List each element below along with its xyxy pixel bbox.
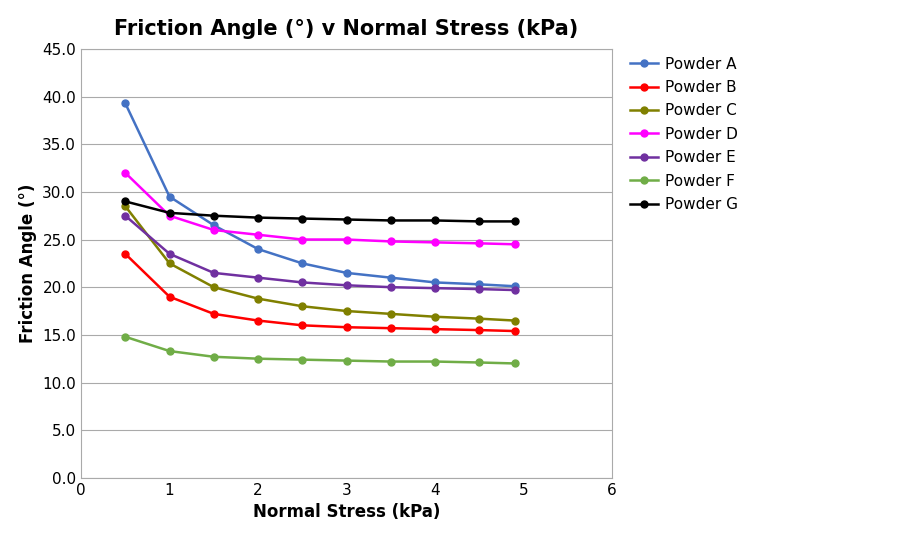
Powder F (429, 358, 440, 365)
Powder E (208, 270, 220, 276)
Powder C (509, 317, 520, 324)
Powder E (341, 282, 352, 288)
Powder C (297, 303, 308, 310)
Powder B (341, 324, 352, 331)
Powder B (208, 311, 220, 317)
Line: Powder F: Powder F (122, 333, 518, 367)
Powder C (385, 311, 396, 317)
Powder E (164, 250, 175, 257)
X-axis label: Normal Stress (kPa): Normal Stress (kPa) (253, 503, 440, 521)
Powder D (120, 169, 130, 176)
Powder C (164, 260, 175, 267)
Powder G (164, 210, 175, 216)
Powder E (473, 286, 484, 292)
Powder G (297, 215, 308, 222)
Powder D (164, 212, 175, 219)
Powder D (473, 240, 484, 247)
Powder E (253, 274, 264, 281)
Powder D (509, 241, 520, 248)
Line: Powder G: Powder G (122, 198, 518, 225)
Powder B (120, 250, 130, 257)
Powder G (385, 217, 396, 224)
Powder D (385, 238, 396, 245)
Powder G (341, 216, 352, 223)
Powder G (473, 218, 484, 225)
Powder B (385, 325, 396, 331)
Powder F (208, 353, 220, 360)
Line: Powder B: Powder B (122, 250, 518, 334)
Powder A (509, 283, 520, 289)
Line: Powder C: Powder C (122, 203, 518, 324)
Powder F (164, 348, 175, 355)
Powder F (509, 360, 520, 367)
Powder E (509, 287, 520, 293)
Powder C (120, 203, 130, 210)
Powder F (253, 356, 264, 362)
Powder E (429, 285, 440, 292)
Powder A (164, 193, 175, 200)
Powder G (253, 214, 264, 221)
Powder F (120, 333, 130, 340)
Title: Friction Angle (°) v Normal Stress (kPa): Friction Angle (°) v Normal Stress (kPa) (114, 19, 579, 39)
Powder D (341, 236, 352, 243)
Powder C (473, 315, 484, 322)
Line: Powder E: Powder E (122, 212, 518, 294)
Powder A (341, 270, 352, 276)
Powder F (473, 359, 484, 366)
Powder D (429, 239, 440, 245)
Powder E (385, 284, 396, 291)
Powder D (208, 227, 220, 233)
Powder C (429, 313, 440, 320)
Powder C (208, 284, 220, 291)
Powder G (120, 198, 130, 205)
Powder B (429, 326, 440, 332)
Powder E (120, 212, 130, 219)
Powder F (297, 356, 308, 363)
Line: Powder D: Powder D (122, 169, 518, 248)
Powder E (297, 279, 308, 286)
Powder A (429, 279, 440, 286)
Powder B (509, 328, 520, 334)
Y-axis label: Friction Angle (°): Friction Angle (°) (19, 184, 37, 343)
Powder B (164, 293, 175, 300)
Powder D (297, 236, 308, 243)
Powder A (297, 260, 308, 267)
Powder B (253, 317, 264, 324)
Powder A (385, 274, 396, 281)
Powder G (429, 217, 440, 224)
Powder F (341, 357, 352, 364)
Powder B (473, 327, 484, 333)
Powder F (385, 358, 396, 365)
Powder A (208, 222, 220, 229)
Powder C (253, 295, 264, 302)
Legend: Powder A, Powder B, Powder C, Powder D, Powder E, Powder F, Powder G: Powder A, Powder B, Powder C, Powder D, … (630, 56, 738, 212)
Powder C (341, 308, 352, 314)
Powder D (253, 231, 264, 238)
Line: Powder A: Powder A (122, 100, 518, 290)
Powder A (120, 100, 130, 106)
Powder B (297, 322, 308, 329)
Powder G (208, 212, 220, 219)
Powder G (509, 218, 520, 225)
Powder A (253, 246, 264, 252)
Powder A (473, 281, 484, 288)
